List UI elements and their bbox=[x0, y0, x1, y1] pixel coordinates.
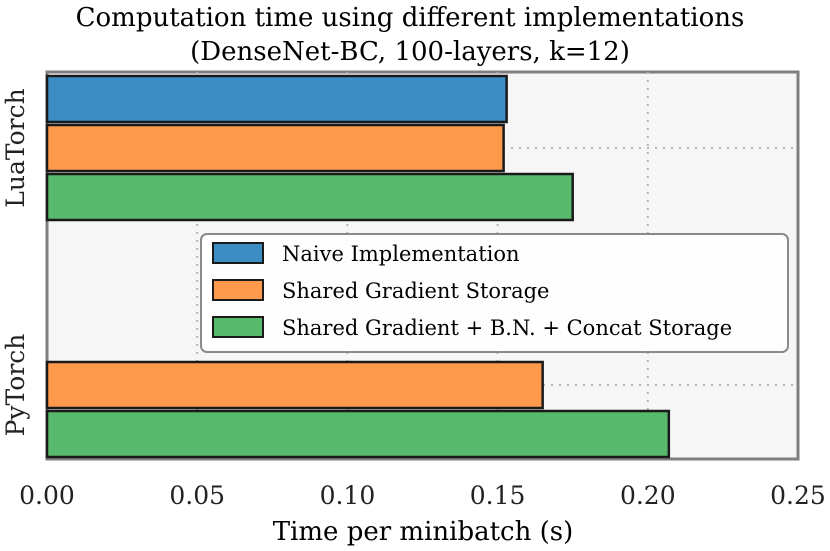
chart-title: Computation time using different impleme… bbox=[76, 3, 745, 33]
bar-pytorch-series-2 bbox=[45, 360, 544, 410]
y-category-label: PyTorch bbox=[1, 334, 30, 437]
legend-label-3: Shared Gradient + B.N. + Concat Storage bbox=[282, 316, 732, 340]
bar-luatorch-series-1 bbox=[45, 74, 508, 124]
x-ticks: 0.00 0.05 0.10 0.15 0.20 0.25 bbox=[19, 481, 826, 510]
bar-luatorch-series-3 bbox=[45, 172, 574, 222]
x-tick-label: 0.25 bbox=[770, 481, 826, 510]
x-tick-label: 0.05 bbox=[169, 481, 225, 510]
x-tick-label: 0.00 bbox=[19, 481, 75, 510]
legend-label-1: Naive Implementation bbox=[282, 242, 520, 266]
x-tick-label: 0.20 bbox=[620, 481, 676, 510]
bar-pytorch-series-3 bbox=[45, 409, 671, 459]
y-category-label: LuaTorch bbox=[1, 88, 30, 207]
y-categories: LuaTorch PyTorch bbox=[1, 88, 30, 436]
bars bbox=[45, 74, 671, 459]
x-tick-label: 0.10 bbox=[320, 481, 376, 510]
x-axis-label: Time per minibatch (s) bbox=[273, 517, 574, 547]
legend-swatch-2 bbox=[212, 279, 264, 301]
chart-subtitle: (DenseNet-BC, 100-layers, k=12) bbox=[190, 37, 630, 67]
legend-box bbox=[200, 233, 789, 353]
x-tick-label: 0.15 bbox=[470, 481, 526, 510]
legend: Naive Implementation Shared Gradient Stor… bbox=[200, 233, 789, 353]
legend-label-2: Shared Gradient Storage bbox=[282, 279, 549, 303]
legend-swatch-3 bbox=[212, 316, 264, 338]
legend-items: Naive Implementation Shared Gradient Stor… bbox=[212, 242, 732, 340]
bar-luatorch-series-2 bbox=[45, 123, 505, 173]
legend-swatch-1 bbox=[212, 242, 264, 264]
